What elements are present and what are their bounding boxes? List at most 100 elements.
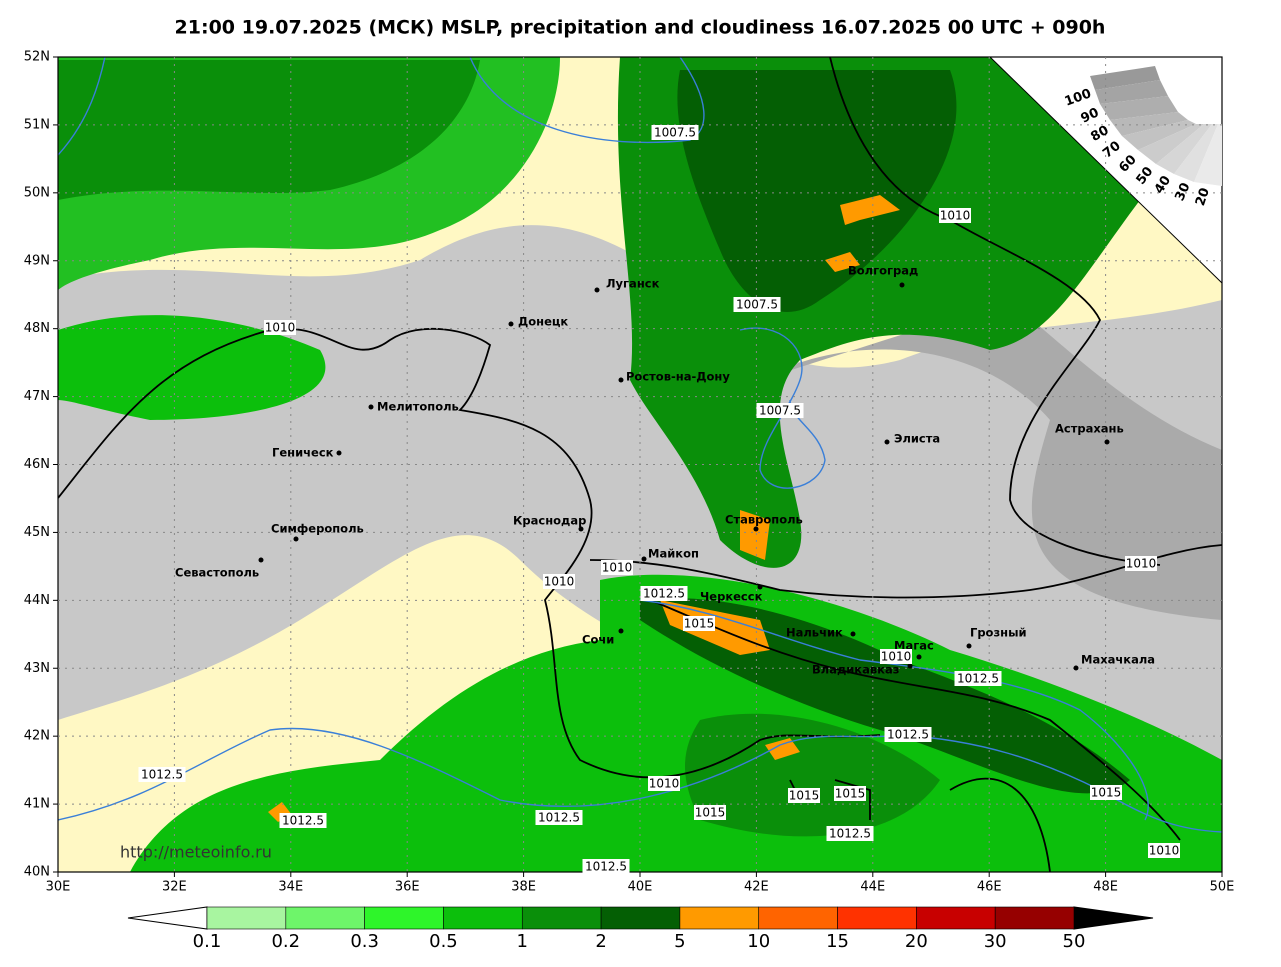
city-dot bbox=[884, 439, 890, 445]
isobar-label-bg bbox=[683, 616, 715, 631]
colorbar-label: 30 bbox=[984, 931, 1007, 952]
lat-label: 43N bbox=[24, 661, 50, 676]
isobar-label-bg bbox=[756, 403, 804, 418]
lon-label: 36E bbox=[395, 880, 420, 895]
isobar-label: 1012.5 bbox=[585, 860, 627, 874]
city-label: Симферополь bbox=[271, 522, 364, 536]
city-dot bbox=[753, 526, 759, 532]
colorbar-label: 0.1 bbox=[193, 931, 222, 952]
colorbar-segment bbox=[206, 906, 287, 930]
isobar-label: 1012.5 bbox=[829, 827, 871, 841]
isobar-label: 1010 bbox=[1149, 844, 1180, 858]
city-label: Ростов-на-Дону bbox=[626, 370, 730, 384]
cloud-label: 70 bbox=[1100, 139, 1123, 162]
isobar-label: 1010 bbox=[881, 650, 912, 664]
colorbar-segment bbox=[916, 906, 996, 930]
city-label: Донецк bbox=[518, 315, 568, 329]
cloud-label: 60 bbox=[1116, 152, 1139, 175]
colorbar-segment bbox=[679, 906, 760, 930]
lat-label: 52N bbox=[24, 50, 50, 65]
colorbar-segment bbox=[600, 906, 681, 930]
isobar-label: 1012.5 bbox=[957, 672, 999, 686]
colorbar-label: 0.2 bbox=[271, 931, 300, 952]
isobar-label: 1010 bbox=[1126, 557, 1157, 571]
isobar-label-bg bbox=[834, 786, 866, 801]
lon-label: 40E bbox=[628, 880, 653, 895]
city-label: Нальчик bbox=[786, 626, 843, 640]
city-dot bbox=[618, 628, 624, 634]
isobar-label: 1015 bbox=[695, 806, 726, 820]
isobar-label-bg bbox=[279, 813, 327, 828]
city-dot bbox=[1104, 439, 1110, 445]
lat-label: 49N bbox=[24, 253, 50, 268]
city-label: Луганск bbox=[606, 277, 660, 291]
isobar-label-bg bbox=[1148, 843, 1180, 858]
city-dot bbox=[258, 557, 264, 563]
lon-label: 38E bbox=[511, 880, 536, 895]
colorbar-segment bbox=[364, 906, 444, 930]
isobar-label-bg bbox=[954, 671, 1002, 686]
isobar-label: 1015 bbox=[684, 617, 715, 631]
colorbar-label: 2 bbox=[595, 931, 606, 952]
lat-label: 44N bbox=[24, 593, 50, 608]
city-label: Владикавказ bbox=[812, 663, 899, 677]
isobar-label-bg bbox=[543, 574, 575, 589]
colorbar-label: 0.3 bbox=[350, 931, 379, 952]
city-label: Элиста bbox=[894, 432, 940, 446]
isobar-label: 1012.5 bbox=[887, 728, 929, 742]
lon-label: 32E bbox=[162, 880, 187, 895]
lon-label: 48E bbox=[1093, 880, 1118, 895]
isobar-label-bg bbox=[880, 649, 912, 664]
city-label: Волгоград bbox=[848, 264, 918, 278]
title: 21:00 19.07.2025 (МСК) MSLP, precipitati… bbox=[175, 17, 1106, 39]
city-dot bbox=[508, 321, 514, 327]
city-dot bbox=[966, 643, 972, 649]
colorbar-label: 50 bbox=[1063, 931, 1086, 952]
isobar-label: 1012.5 bbox=[282, 814, 324, 828]
isobar-label: 1010 bbox=[602, 561, 633, 575]
isobar-label: 1015 bbox=[1091, 786, 1122, 800]
colorbar-label: 20 bbox=[905, 931, 928, 952]
colorbar-label: 5 bbox=[674, 931, 685, 952]
isobar-label: 1010 bbox=[265, 321, 296, 335]
lon-label: 44E bbox=[860, 880, 885, 895]
lat-label: 40N bbox=[24, 865, 50, 880]
city-dot bbox=[641, 556, 647, 562]
city-dot bbox=[293, 536, 299, 542]
lat-label: 47N bbox=[24, 389, 50, 404]
city-dot bbox=[618, 377, 624, 383]
lon-label: 46E bbox=[977, 880, 1002, 895]
colorbar-label: 10 bbox=[747, 931, 770, 952]
isobar-label-bg bbox=[138, 767, 186, 782]
lat-label: 48N bbox=[24, 321, 50, 336]
isobar-label-bg bbox=[826, 826, 874, 841]
isobar-label-bg bbox=[788, 788, 820, 803]
isobar-label: 1010 bbox=[544, 575, 575, 589]
isobar-label: 1010 bbox=[649, 777, 680, 791]
city-dot bbox=[899, 282, 905, 288]
cloud-label: 50 bbox=[1134, 164, 1157, 187]
cloud-label: 40 bbox=[1152, 173, 1174, 196]
city-dot bbox=[907, 663, 913, 669]
isobar-label-bg bbox=[582, 859, 630, 874]
lat-label: 42N bbox=[24, 729, 50, 744]
lon-label: 50E bbox=[1210, 880, 1235, 895]
colorbar-label: 15 bbox=[826, 931, 849, 952]
city-dot bbox=[916, 654, 922, 660]
city-dot bbox=[578, 526, 584, 532]
city-label: Астрахань bbox=[1055, 422, 1124, 436]
city-label: Грозный bbox=[970, 626, 1027, 640]
isobar-label: 1012.5 bbox=[538, 811, 580, 825]
isobar-label: 1012.5 bbox=[141, 768, 183, 782]
city-dot bbox=[368, 404, 374, 410]
colorbar-label: 0.5 bbox=[429, 931, 458, 952]
isobar-label-bg bbox=[264, 320, 296, 335]
isobar-label-bg bbox=[648, 776, 680, 791]
city-dot bbox=[850, 631, 856, 637]
isobar-label-bg bbox=[535, 810, 583, 825]
isobar-label-bg bbox=[939, 208, 971, 223]
lat-label: 41N bbox=[24, 797, 50, 812]
isobar-label: 1012.5 bbox=[643, 587, 685, 601]
colorbar-segment bbox=[443, 906, 523, 930]
